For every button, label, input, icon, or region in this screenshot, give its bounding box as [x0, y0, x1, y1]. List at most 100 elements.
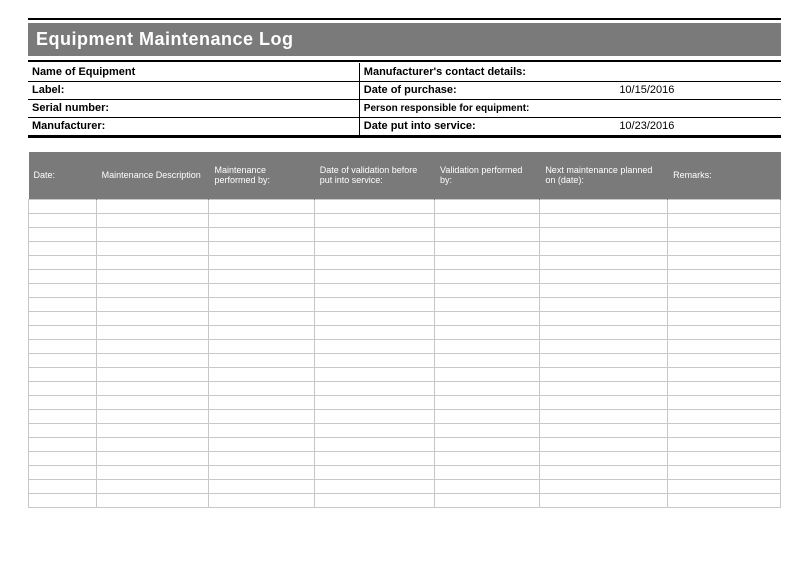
log-cell: [668, 410, 781, 424]
log-cell: [540, 298, 668, 312]
log-cell: [209, 382, 314, 396]
log-cell: [209, 298, 314, 312]
log-cell: [96, 200, 209, 214]
log-cell: [435, 200, 540, 214]
info-value-contact: [615, 63, 781, 81]
log-cell: [668, 200, 781, 214]
log-cell: [540, 410, 668, 424]
log-col-next-maintenance: Next maintenance planned on (date):: [540, 152, 668, 200]
info-value-name: [164, 63, 360, 81]
info-label-contact: Manufacturer's contact details:: [359, 63, 615, 81]
log-cell: [209, 312, 314, 326]
log-cell: [29, 200, 97, 214]
log-cell: [435, 410, 540, 424]
log-cell: [314, 270, 434, 284]
log-cell: [209, 214, 314, 228]
log-cell: [29, 354, 97, 368]
log-cell: [29, 326, 97, 340]
info-row: Name of Equipment Manufacturer's contact…: [28, 63, 781, 81]
log-cell: [435, 256, 540, 270]
log-cell: [314, 354, 434, 368]
log-cell: [314, 256, 434, 270]
log-cell: [314, 214, 434, 228]
log-row: [29, 228, 781, 242]
info-row: Label: Date of purchase: 10/15/2016: [28, 81, 781, 99]
log-row: [29, 298, 781, 312]
log-cell: [29, 368, 97, 382]
log-cell: [314, 382, 434, 396]
info-value-service-date: 10/23/2016: [615, 117, 781, 135]
log-cell: [29, 312, 97, 326]
log-col-performed-by: Maintenance performed by:: [209, 152, 314, 200]
log-cell: [96, 298, 209, 312]
log-row: [29, 396, 781, 410]
log-cell: [96, 494, 209, 508]
log-cell: [29, 340, 97, 354]
log-row: [29, 354, 781, 368]
log-cell: [96, 326, 209, 340]
log-cell: [540, 494, 668, 508]
log-cell: [668, 326, 781, 340]
log-cell: [209, 228, 314, 242]
log-cell: [435, 214, 540, 228]
info-row: Manufacturer: Date put into service: 10/…: [28, 117, 781, 135]
log-cell: [209, 396, 314, 410]
log-cell: [540, 480, 668, 494]
log-cell: [540, 312, 668, 326]
log-cell: [435, 298, 540, 312]
log-cell: [209, 466, 314, 480]
log-cell: [314, 340, 434, 354]
log-cell: [209, 256, 314, 270]
log-cell: [96, 284, 209, 298]
log-cell: [96, 466, 209, 480]
log-cell: [540, 466, 668, 480]
info-value-responsible: [615, 99, 781, 117]
log-cell: [209, 424, 314, 438]
log-cell: [540, 270, 668, 284]
log-cell: [668, 228, 781, 242]
log-cell: [668, 452, 781, 466]
log-cell: [668, 298, 781, 312]
log-cell: [668, 354, 781, 368]
log-col-description: Maintenance Description: [96, 152, 209, 200]
log-cell: [435, 340, 540, 354]
log-cell: [29, 494, 97, 508]
log-cell: [29, 298, 97, 312]
log-cell: [96, 270, 209, 284]
info-label-serial: Serial number:: [28, 99, 164, 117]
log-cell: [540, 438, 668, 452]
log-cell: [314, 410, 434, 424]
log-cell: [96, 480, 209, 494]
log-cell: [209, 270, 314, 284]
info-value-manufacturer: [164, 117, 360, 135]
log-cell: [540, 340, 668, 354]
log-cell: [540, 200, 668, 214]
log-cell: [540, 452, 668, 466]
log-row: [29, 312, 781, 326]
document-title-bar: Equipment Maintenance Log: [28, 23, 781, 56]
log-cell: [540, 242, 668, 256]
log-cell: [435, 480, 540, 494]
log-cell: [435, 396, 540, 410]
log-row: [29, 242, 781, 256]
log-cell: [96, 368, 209, 382]
log-cell: [29, 228, 97, 242]
document-title: Equipment Maintenance Log: [36, 29, 294, 49]
log-cell: [668, 438, 781, 452]
info-value-label: [164, 81, 360, 99]
log-cell: [96, 396, 209, 410]
log-cell: [96, 256, 209, 270]
log-cell: [29, 242, 97, 256]
log-cell: [29, 284, 97, 298]
log-cell: [668, 284, 781, 298]
log-cell: [668, 312, 781, 326]
log-cell: [209, 354, 314, 368]
log-row: [29, 326, 781, 340]
info-value-serial: [164, 99, 360, 117]
log-row: [29, 494, 781, 508]
log-cell: [435, 382, 540, 396]
log-cell: [29, 396, 97, 410]
log-cell: [435, 494, 540, 508]
log-cell: [668, 480, 781, 494]
log-cell: [29, 424, 97, 438]
